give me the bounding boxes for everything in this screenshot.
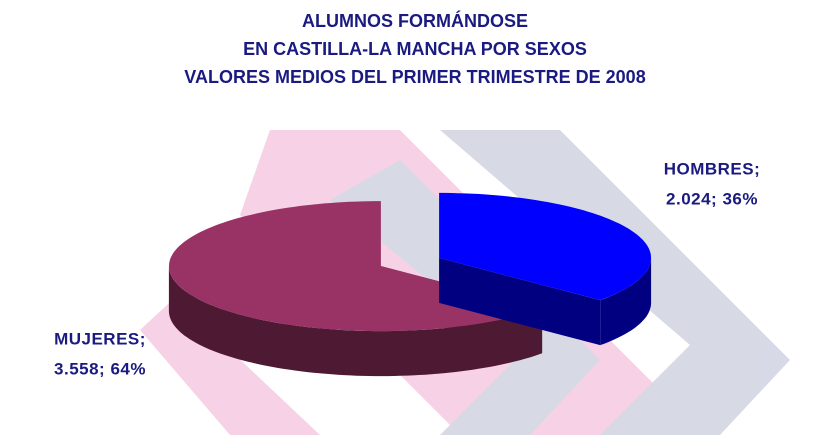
chart-title: VALORES MEDIOS DEL PRIMER TRIMESTRE DE 2… [184, 67, 645, 87]
slice [439, 192, 652, 346]
chart-title: ALUMNOS FORMÁNDOSE [302, 10, 528, 31]
slice-side [168, 266, 543, 377]
slice-top [439, 192, 651, 301]
slice-wall [439, 257, 601, 346]
data-label: HOMBRES; [664, 159, 761, 178]
watermark-shape [440, 130, 790, 435]
chart-title: EN CASTILLA-LA MANCHA POR SEXOS [243, 39, 587, 59]
data-label: MUJERES; [54, 329, 146, 348]
slice-side [600, 257, 652, 346]
data-label: 3.558; 64% [54, 359, 146, 378]
data-label: 2.024; 36% [666, 189, 758, 208]
